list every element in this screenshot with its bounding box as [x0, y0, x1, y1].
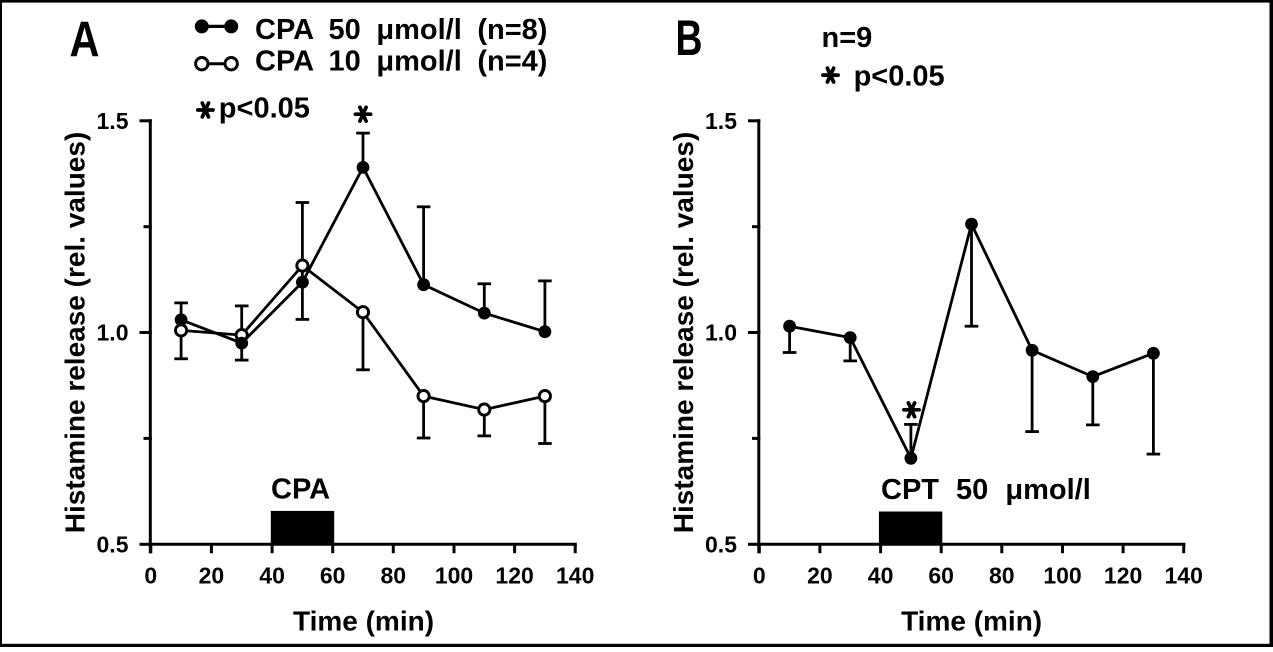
svg-text:100: 100 [1043, 563, 1081, 589]
svg-text:120: 120 [495, 563, 533, 589]
svg-text:1.0: 1.0 [705, 320, 737, 346]
svg-text:B: B [676, 10, 703, 66]
svg-text:0.5: 0.5 [97, 531, 129, 557]
svg-text:0: 0 [753, 563, 766, 589]
svg-text:Time (min): Time (min) [901, 606, 1042, 637]
svg-text:140: 140 [556, 563, 594, 589]
svg-text:140: 140 [1165, 563, 1203, 589]
svg-text:1.5: 1.5 [705, 108, 737, 134]
svg-text:1.5: 1.5 [97, 108, 129, 134]
svg-text:0.5: 0.5 [705, 531, 737, 557]
svg-text:CPT 50 μmol/l: CPT 50 μmol/l [881, 474, 1091, 506]
svg-text:60: 60 [928, 563, 954, 589]
svg-text:40: 40 [868, 563, 894, 589]
svg-text:60: 60 [320, 563, 346, 589]
svg-text:80: 80 [989, 563, 1015, 589]
svg-text:CPA: CPA [271, 474, 330, 506]
svg-text:n=9: n=9 [822, 22, 873, 54]
svg-text:A: A [70, 12, 100, 68]
svg-text:80: 80 [381, 563, 407, 589]
svg-text:Histamine release (rel. values: Histamine release (rel. values) [668, 132, 699, 534]
svg-text:40: 40 [259, 563, 285, 589]
svg-text:Histamine release (rel. values: Histamine release (rel. values) [60, 132, 91, 534]
svg-text:Time (min): Time (min) [293, 606, 434, 637]
svg-text:1.0: 1.0 [97, 320, 129, 346]
svg-text:p<0.05: p<0.05 [219, 93, 310, 125]
svg-text:100: 100 [435, 563, 473, 589]
svg-text:0: 0 [144, 563, 157, 589]
svg-text:120: 120 [1104, 563, 1142, 589]
svg-text:20: 20 [807, 563, 833, 589]
svg-text:p<0.05: p<0.05 [854, 61, 945, 93]
svg-text:20: 20 [199, 563, 225, 589]
svg-text:CPA 10 μmol/l (n=4): CPA 10 μmol/l (n=4) [255, 46, 547, 78]
svg-text:CPA 50 μmol/l (n=8): CPA 50 μmol/l (n=8) [255, 14, 547, 46]
